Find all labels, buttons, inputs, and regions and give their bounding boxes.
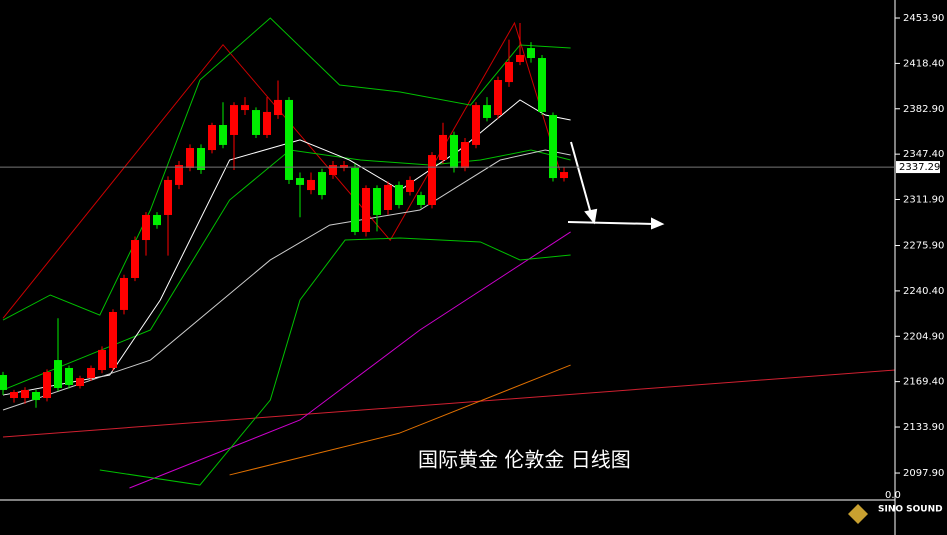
candle-body <box>43 372 51 399</box>
candle-body <box>318 172 326 196</box>
candle-body <box>131 240 139 278</box>
y-tick-label: 2133.90 <box>903 422 944 433</box>
chart-title: 国际黄金 伦敦金 日线图 <box>418 448 631 472</box>
candle-body <box>65 367 73 385</box>
candle-body <box>120 277 128 310</box>
candle-body <box>76 378 84 386</box>
indicator-line <box>2 17 571 321</box>
y-tick-label: 2382.90 <box>903 104 944 115</box>
candle-body <box>549 115 557 179</box>
candle-body <box>329 165 337 175</box>
candle-body <box>208 125 216 151</box>
candle-body <box>87 367 95 379</box>
candle-body <box>483 105 491 118</box>
indicator-line <box>229 364 571 476</box>
candle-body <box>142 214 150 241</box>
forecast-arrow <box>567 141 665 230</box>
y-tick-label: 2453.90 <box>903 13 944 24</box>
logo-text: SINO SOUND <box>878 505 943 515</box>
y-tick-label: 2204.90 <box>903 331 944 342</box>
candle-body <box>263 111 271 135</box>
candle-body <box>230 105 238 135</box>
candle-body <box>384 184 392 210</box>
candle-body <box>197 148 205 170</box>
y-tick-label: 2240.40 <box>903 286 944 297</box>
candle-body <box>32 391 40 401</box>
indicator-line <box>129 231 571 489</box>
current-price-box <box>896 161 940 174</box>
candle-body <box>439 134 447 161</box>
indicator-line <box>2 369 895 438</box>
indicator-line <box>2 149 571 411</box>
y-tick-label: 2418.40 <box>903 58 944 69</box>
candle-body <box>472 105 480 145</box>
candle-body <box>153 214 161 226</box>
indicator-line <box>2 149 571 391</box>
candle-body <box>450 134 458 168</box>
candle-body <box>516 54 524 62</box>
candle-body <box>417 195 425 206</box>
candle-body <box>109 311 117 368</box>
y-tick-label: 2347.40 <box>903 149 944 160</box>
y-tick-label: 2169.40 <box>903 377 944 388</box>
y-tick-label: 2311.90 <box>903 195 944 206</box>
candle-body <box>373 188 381 215</box>
plot-area <box>0 17 895 489</box>
indicator-line <box>99 237 571 486</box>
candle-body <box>406 179 414 192</box>
candle-body <box>362 188 370 232</box>
candle-body <box>21 389 29 399</box>
candle-body <box>164 179 172 215</box>
candle-body <box>54 360 62 389</box>
y-tick-label: 2097.90 <box>903 468 944 479</box>
candle-body <box>296 178 304 185</box>
candle-body <box>351 167 359 232</box>
candle-body <box>98 349 106 371</box>
candle-body <box>307 179 315 191</box>
candle-body <box>340 165 348 168</box>
y-tick-label: 2275.90 <box>903 241 944 252</box>
candle-body <box>219 125 227 145</box>
logo: SINO SOUND <box>848 504 943 524</box>
candle-body <box>527 48 535 59</box>
indicator-line <box>2 99 571 396</box>
candle-body <box>494 80 502 116</box>
candle-body <box>175 165 183 185</box>
sub-axis-label: 0.0 <box>885 490 901 501</box>
candle-body <box>241 105 249 111</box>
candle-body <box>505 61 513 83</box>
candle-body <box>395 184 403 206</box>
candle-body <box>186 148 194 168</box>
current-price-label: 2337.29 <box>899 162 940 173</box>
candle-body <box>538 58 546 112</box>
candle-body <box>274 99 282 116</box>
candle-body <box>560 172 568 179</box>
candle-body <box>428 155 436 206</box>
candle-body <box>0 375 7 390</box>
indicator-line <box>2 21 561 319</box>
candle-body <box>10 391 18 399</box>
candle-body <box>461 141 469 168</box>
candle-body <box>285 99 293 180</box>
candle-body <box>252 110 260 135</box>
